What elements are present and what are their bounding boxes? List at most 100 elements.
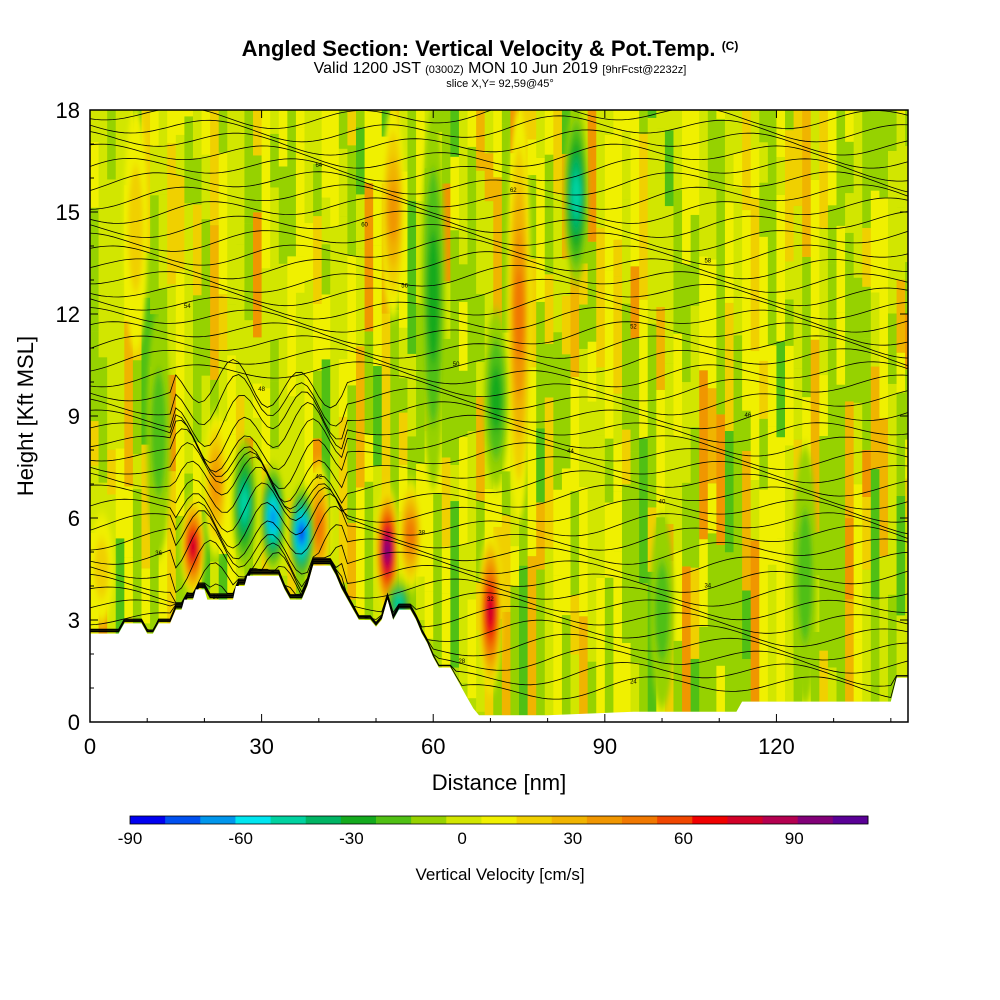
velocity-cell [536, 157, 546, 302]
velocity-cell [862, 449, 872, 497]
theta-contour [90, 143, 908, 169]
velocity-cell [218, 152, 228, 295]
theta-contour [90, 552, 908, 604]
theta-contour [90, 292, 908, 320]
velocity-cell [596, 367, 606, 436]
velocity-cell [785, 345, 795, 446]
velocity-cell [853, 639, 863, 702]
contour-label: 34 [704, 584, 711, 590]
theta-contour [90, 560, 908, 634]
theta-contour [90, 197, 908, 224]
core-level [128, 165, 144, 293]
velocity-cell [707, 388, 717, 484]
velocity-cell [570, 654, 580, 715]
colorbar-swatch [376, 816, 412, 824]
velocity-cell [536, 617, 546, 716]
theta-contour [90, 224, 908, 252]
velocity-cell [287, 110, 297, 124]
colorbar-swatch [200, 816, 236, 824]
velocity-cell [544, 397, 554, 548]
velocity-cell [544, 274, 554, 344]
velocity-cell [347, 522, 357, 600]
velocity-cell [733, 187, 743, 264]
core-level [490, 366, 503, 432]
velocity-cell [536, 301, 546, 429]
theta-contour [90, 335, 908, 359]
velocity-cell [192, 158, 203, 205]
theta-contour [90, 171, 908, 196]
theta-contour [90, 278, 908, 307]
velocity-cell [338, 110, 348, 149]
velocity-cell [621, 642, 632, 713]
updraft-core [90, 514, 114, 624]
velocity-cell [433, 492, 443, 546]
velocity-cell [699, 256, 709, 371]
x-axis-label: Distance [nm] [432, 770, 567, 795]
velocity-cell [167, 143, 177, 285]
velocity-cell [355, 110, 366, 128]
downdraft-core [146, 310, 171, 556]
velocity-cell [270, 110, 280, 134]
theta-contour [90, 482, 908, 533]
velocity-cell [458, 370, 469, 437]
velocity-cell [845, 401, 855, 519]
velocity-cell [742, 590, 752, 660]
velocity-cell [450, 110, 460, 157]
theta-contour [90, 110, 908, 129]
velocity-cell [330, 110, 340, 227]
velocity-cell [218, 110, 228, 153]
core-level [268, 507, 278, 529]
velocity-cell [870, 469, 880, 600]
plot-area: 24 28 30 32 34 36 38 40 42 44 46 48 50 52 54 56 58 60 62 64 [90, 110, 908, 722]
velocity-cell [536, 569, 546, 618]
colorbar [129, 815, 869, 825]
velocity-cell [510, 546, 520, 587]
velocity-cell [90, 207, 100, 332]
velocity-cell [750, 148, 760, 199]
velocity-cell [836, 225, 846, 313]
velocity-cell [501, 123, 512, 168]
velocity-cell [853, 600, 863, 640]
core-level [297, 523, 306, 543]
velocity-cell [407, 353, 417, 437]
x-tick-label: 90 [593, 734, 617, 759]
velocity-cell [527, 139, 537, 176]
velocity-cell [802, 256, 812, 398]
velocity-cell [287, 256, 297, 397]
velocity-cell [398, 110, 409, 172]
velocity-cell [132, 360, 143, 455]
velocity-cell [776, 437, 786, 539]
velocity-cell [630, 392, 640, 452]
velocity-cell [373, 365, 383, 466]
colorbar-label: Vertical Velocity [cm/s] [415, 865, 584, 884]
theta-contour [90, 467, 908, 513]
velocity-cell [313, 110, 323, 164]
velocity-cell [175, 406, 185, 516]
y-tick-label: 12 [56, 302, 80, 327]
y-tick-label: 6 [68, 506, 80, 531]
velocity-cell [750, 198, 760, 352]
theta-contour [90, 456, 908, 510]
velocity-cell [338, 148, 348, 217]
velocity-cell [690, 567, 700, 659]
velocity-cell [707, 259, 717, 389]
velocity-cell [699, 539, 709, 627]
velocity-cell [218, 349, 228, 422]
velocity-cell [870, 599, 880, 702]
velocity-cell [501, 471, 512, 516]
velocity-cell [493, 177, 503, 339]
colorbar-tick-label: 90 [785, 829, 804, 848]
core-level [383, 540, 392, 561]
velocity-cell [905, 478, 908, 521]
velocity-cell [613, 110, 623, 240]
velocity-cell [390, 309, 400, 469]
velocity-cell [682, 110, 692, 210]
velocity-cell [664, 363, 675, 525]
velocity-cell [270, 187, 280, 234]
contour-label: 28 [458, 659, 465, 665]
velocity-cell [553, 575, 563, 715]
velocity-field [90, 110, 908, 716]
velocity-cell [270, 233, 280, 341]
velocity-cell [896, 444, 906, 496]
velocity-cell [201, 510, 211, 590]
